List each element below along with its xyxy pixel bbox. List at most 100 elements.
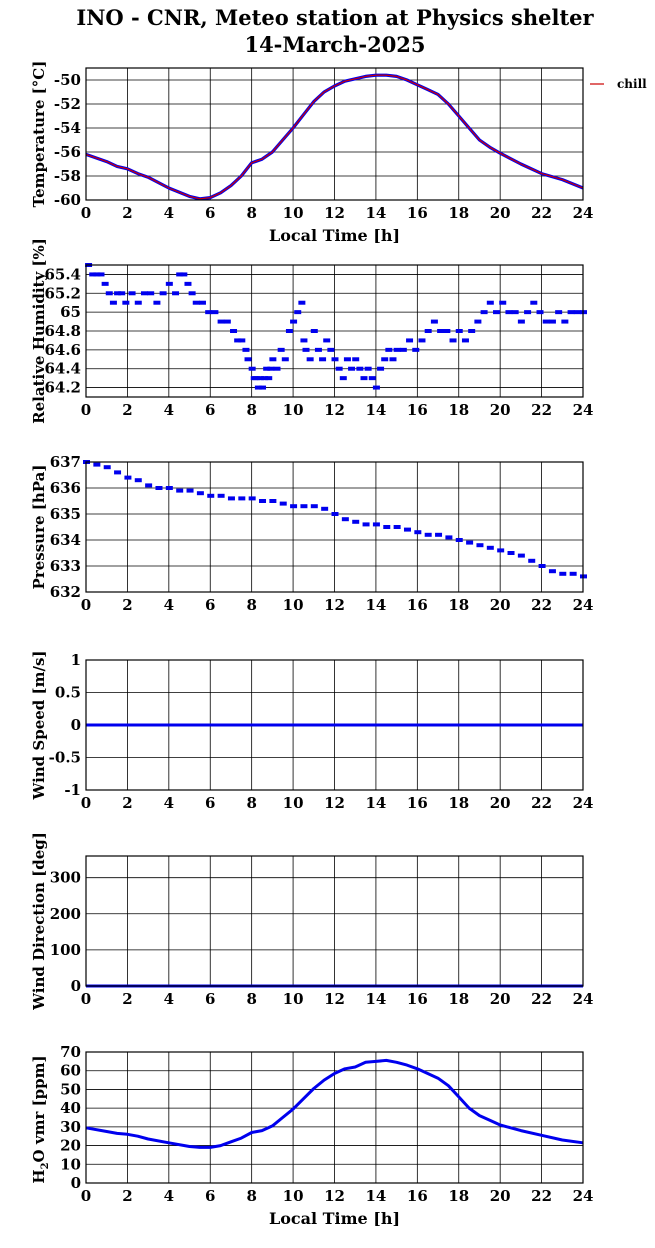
x-axis-label: Local Time [h] <box>269 1209 400 1228</box>
data-point <box>517 553 525 558</box>
data-point <box>542 319 550 324</box>
data-point <box>310 504 318 509</box>
data-point <box>339 376 347 381</box>
y-tick-label: 200 <box>50 905 81 923</box>
x-tick-label: 16 <box>407 990 428 1008</box>
data-point <box>302 347 310 352</box>
x-tick-label: 14 <box>365 596 386 614</box>
y-tick-label: -58 <box>54 167 81 185</box>
y-axis-label: Pressure [hPa] <box>30 465 48 590</box>
x-tick-label: 22 <box>531 794 552 812</box>
data-point <box>528 558 536 563</box>
data-point <box>103 465 111 470</box>
x-tick-label: 8 <box>246 794 256 812</box>
data-point <box>573 310 581 315</box>
data-point <box>319 357 327 362</box>
data-point <box>281 357 289 362</box>
y-tick-label: 65 <box>60 303 81 321</box>
plot-panel-4 <box>85 659 584 791</box>
x-tick-label: 6 <box>205 596 215 614</box>
plot-frame <box>85 659 584 791</box>
data-point <box>368 376 376 381</box>
data-point <box>147 291 155 296</box>
data-point <box>505 310 513 315</box>
data-point <box>468 329 476 333</box>
data-point <box>176 272 184 277</box>
x-tick-label: 6 <box>205 401 215 419</box>
x-tick-label: 0 <box>81 596 91 614</box>
x-tick-label: 4 <box>164 1187 174 1205</box>
title-line-1: INO - CNR, Meteo station at Physics shel… <box>76 5 594 30</box>
x-tick-label: 6 <box>205 204 215 222</box>
data-point <box>412 347 420 352</box>
y-tick-label: -1 <box>64 781 81 799</box>
data-point <box>300 504 308 509</box>
plot-frame <box>85 855 584 987</box>
x-tick-label: 8 <box>246 204 256 222</box>
data-point <box>89 272 97 277</box>
data-point <box>435 532 443 537</box>
x-tick-label: 0 <box>81 204 91 222</box>
data-point <box>561 319 569 324</box>
data-point <box>399 347 407 352</box>
data-point <box>186 488 194 493</box>
data-point <box>362 522 370 527</box>
data-point <box>507 551 515 555</box>
data-point <box>327 347 335 352</box>
y-tick-label: 40 <box>60 1099 81 1117</box>
data-point <box>273 366 281 371</box>
data-point <box>499 300 507 305</box>
x-tick-label: 12 <box>324 1187 345 1205</box>
x-tick-label: 10 <box>283 401 304 419</box>
x-tick-label: 10 <box>283 204 304 222</box>
x-tick-label: 20 <box>490 794 511 812</box>
data-point <box>140 291 148 296</box>
chart-title: INO - CNR, Meteo station at Physics shel… <box>0 4 655 58</box>
data-point <box>114 291 122 296</box>
x-tick-label: 14 <box>365 1187 386 1205</box>
y-tick-label: 64.2 <box>44 379 81 397</box>
x-tick-label: 24 <box>573 794 594 812</box>
data-point <box>321 506 329 511</box>
y-axis-label: H2O vmr [ppm] <box>30 1055 51 1183</box>
plot-panel-6 <box>85 1051 584 1184</box>
x-tick-label: 6 <box>205 794 215 812</box>
data-point <box>480 310 488 315</box>
data-point <box>259 499 267 503</box>
x-tick-label: 8 <box>246 401 256 419</box>
x-tick-label: 18 <box>448 794 469 812</box>
data-point <box>205 310 213 315</box>
x-tick-label: 12 <box>324 794 345 812</box>
data-point <box>244 357 252 362</box>
data-point <box>217 493 225 498</box>
data-point <box>476 543 484 548</box>
y-tick-label: -54 <box>54 119 81 137</box>
data-point <box>352 357 360 362</box>
data-point <box>118 291 126 296</box>
x-tick-label: 4 <box>164 794 174 812</box>
data-point <box>567 310 575 315</box>
data-point <box>109 300 117 305</box>
y-tick-label: 100 <box>50 941 81 959</box>
x-tick-label: 14 <box>365 401 386 419</box>
x-tick-label: 6 <box>205 1187 215 1205</box>
y-tick-label: -56 <box>54 143 81 161</box>
plot-panel-1 <box>85 67 604 201</box>
data-point <box>306 357 314 362</box>
x-tick-label: 12 <box>324 990 345 1008</box>
data-point <box>198 300 206 305</box>
x-tick-label: 20 <box>490 596 511 614</box>
x-tick-label: 20 <box>490 204 511 222</box>
x-tick-label: 8 <box>246 1187 256 1205</box>
y-tick-label: 64.4 <box>44 360 81 378</box>
x-tick-label: 24 <box>573 990 594 1008</box>
data-point <box>269 499 277 503</box>
y-tick-label: 300 <box>50 869 81 887</box>
x-tick-label: 16 <box>407 794 428 812</box>
plot-panel-2 <box>85 263 587 398</box>
data-point <box>524 310 532 315</box>
data-point <box>184 281 192 286</box>
data-point <box>449 338 457 343</box>
data-point <box>393 347 401 352</box>
x-tick-label: 24 <box>573 1187 594 1205</box>
